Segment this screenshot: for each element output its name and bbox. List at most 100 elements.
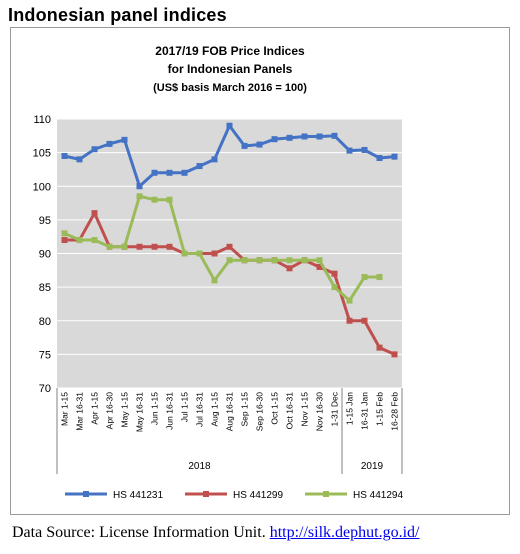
data-point-series-3 [361, 274, 368, 281]
data-point-series-3 [346, 297, 353, 304]
x-tick-label: 16-31 Jan [360, 392, 370, 430]
y-tick-label: 70 [39, 383, 51, 395]
x-tick-label: 1-31 Dec [330, 391, 340, 426]
data-point-series-3 [211, 277, 218, 284]
data-point-series-1 [226, 122, 233, 129]
x-tick-label: Jun 16-31 [165, 392, 175, 430]
series-line-3 [63, 194, 380, 303]
x-tick-label: May 1-15 [120, 392, 130, 428]
data-point-series-3 [151, 196, 158, 203]
year-label: 2018 [188, 461, 211, 472]
y-tick-label: 95 [39, 215, 51, 227]
y-tick-label: 90 [39, 249, 51, 261]
year-label: 2019 [361, 461, 384, 472]
x-tick-label: Aug 16-31 [225, 392, 235, 431]
data-point-series-1 [136, 183, 143, 190]
legend-label: HS 441299 [233, 490, 283, 501]
data-point-series-3 [241, 257, 248, 264]
y-tick-label: 75 [39, 349, 51, 361]
data-point-series-1 [121, 136, 128, 143]
data-point-series-1 [256, 141, 263, 148]
data-point-series-1 [151, 169, 158, 176]
chart-title-line-2: for Indonesian Panels [168, 62, 293, 76]
data-point-series-3 [271, 257, 278, 264]
data-point-series-2 [91, 210, 98, 217]
data-point-series-1 [316, 133, 323, 140]
data-point-series-1 [361, 146, 368, 153]
legend-label: HS 441294 [353, 490, 403, 501]
x-tick-label: Sep 1-15 [240, 392, 250, 427]
data-point-series-3 [316, 257, 323, 264]
data-point-series-2 [166, 243, 173, 250]
data-point-series-1 [211, 156, 218, 163]
x-tick-label: Oct 1-15 [270, 392, 280, 425]
legend-swatch-marker [203, 491, 209, 497]
data-point-series-2 [391, 351, 398, 358]
x-tick-label: Mar 1-15 [60, 392, 70, 426]
data-point-series-2 [61, 237, 68, 244]
data-point-series-3 [196, 250, 203, 257]
page-heading: Indonesian panel indices [8, 5, 227, 25]
data-point-series-2 [151, 243, 158, 250]
x-tick-label: Oct 16-31 [285, 392, 295, 430]
data-point-series-3 [76, 237, 83, 244]
data-point-series-1 [196, 163, 203, 170]
data-point-series-3 [331, 284, 338, 291]
data-point-series-2 [136, 243, 143, 250]
y-tick-label: 85 [39, 282, 51, 294]
data-point-series-1 [346, 147, 353, 154]
data-point-series-3 [256, 257, 263, 264]
data-point-series-3 [226, 257, 233, 264]
data-point-series-3 [121, 243, 128, 250]
data-point-series-1 [91, 146, 98, 153]
chart-title-line-1: 2017/19 FOB Price Indices [155, 44, 305, 58]
data-point-series-1 [106, 140, 113, 147]
x-tick-label: Nov 1-15 [300, 392, 310, 427]
source-link[interactable]: http://silk.dephut.go.id/ [269, 524, 420, 541]
data-point-series-1 [181, 169, 188, 176]
data-point-series-3 [106, 243, 113, 250]
x-tick-label: Jul 1-15 [180, 392, 190, 423]
data-point-series-2 [331, 270, 338, 277]
x-tick-label: 1-15 Jan [345, 392, 355, 425]
data-point-series-1 [286, 134, 293, 141]
y-tick-label: 105 [33, 148, 51, 160]
data-point-series-3 [166, 196, 173, 203]
data-point-series-2 [286, 265, 293, 272]
data-point-series-3 [61, 230, 68, 237]
data-point-series-1 [301, 133, 308, 140]
data-point-series-2 [316, 263, 323, 270]
data-point-series-1 [61, 152, 68, 159]
data-point-series-1 [376, 155, 383, 162]
x-tick-label: Apr 16-30 [105, 392, 115, 430]
legend-swatch-marker [83, 491, 89, 497]
data-source-note: Data Source: License Information Unit. h… [12, 524, 419, 542]
data-point-series-3 [376, 274, 383, 281]
price-index-chart: 2017/19 FOB Price Indices for Indonesian … [33, 44, 404, 501]
y-tick-label: 110 [33, 114, 51, 126]
legend-swatch-marker [323, 491, 329, 497]
source-text: Data Source: License Information Unit. [12, 524, 266, 541]
data-point-series-2 [211, 250, 218, 257]
data-point-series-2 [346, 317, 353, 324]
data-point-series-1 [166, 169, 173, 176]
y-tick-label: 100 [33, 181, 51, 193]
x-tick-label: 1-15 Feb [375, 392, 385, 426]
y-tick-label: 80 [39, 316, 51, 328]
data-point-series-3 [286, 257, 293, 264]
data-point-series-3 [136, 193, 143, 200]
x-tick-label: May 16-31 [135, 392, 145, 432]
data-point-series-2 [226, 243, 233, 250]
data-point-series-3 [301, 257, 308, 264]
x-tick-label: Sep 16-30 [255, 392, 265, 431]
x-tick-label: Jul 16-31 [195, 392, 205, 427]
data-point-series-1 [331, 132, 338, 139]
x-tick-label: Mar 16-31 [75, 392, 85, 431]
data-point-series-2 [376, 344, 383, 351]
x-tick-label: Nov 16-30 [315, 392, 325, 431]
data-point-series-1 [391, 153, 398, 160]
data-point-series-3 [181, 250, 188, 257]
x-tick-label: Jun 1-15 [150, 392, 160, 425]
data-point-series-3 [91, 237, 98, 244]
x-tick-label: Aug 1-15 [210, 392, 220, 427]
